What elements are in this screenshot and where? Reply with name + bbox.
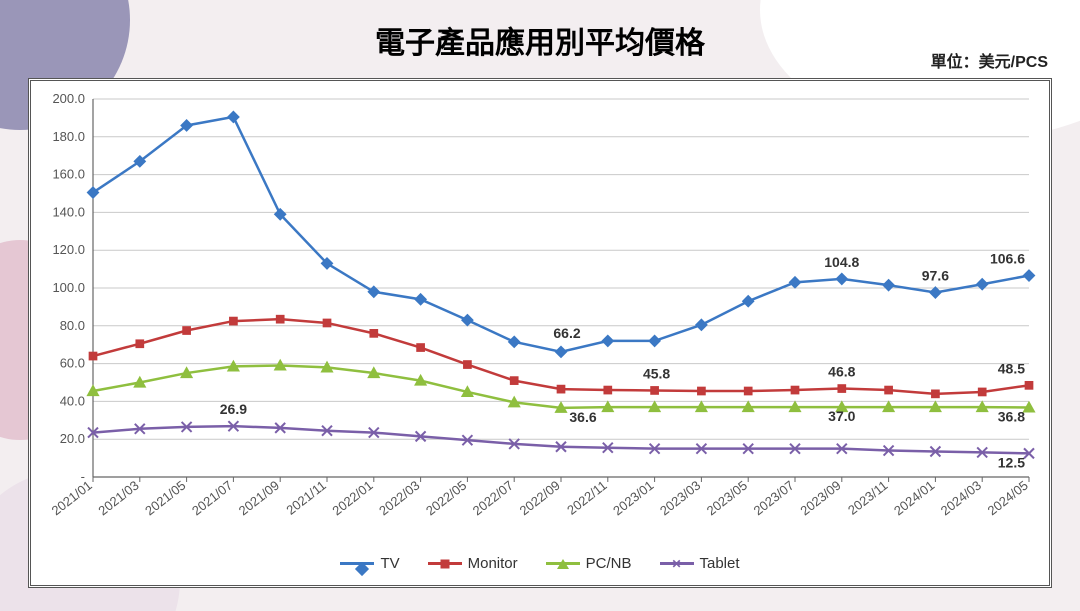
svg-text:80.0: 80.0 [60,318,85,333]
svg-text:200.0: 200.0 [52,91,85,106]
data-label: 106.6 [990,251,1025,267]
data-label: 104.8 [824,254,859,270]
x-tick-label: 2023/07 [751,478,797,519]
chart-legend: TV Monitor PC/NB ✕ Tablet [31,551,1049,580]
x-tick-label: 2023/11 [845,478,891,518]
legend-item-pc-nb: PC/NB [546,555,632,572]
legend-item-monitor: Monitor [428,555,518,572]
page: 電子產品應用別平均價格 單位：美元/PCS -20.040.060.080.01… [0,0,1080,611]
legend-swatch [546,562,580,565]
x-tick-label: 2022/09 [517,478,563,519]
legend-label: Tablet [700,555,740,572]
x-tick-label: 2023/03 [657,478,703,519]
x-tick-label: 2022/05 [423,478,469,519]
data-label: 66.2 [553,325,580,341]
legend-item-tv: TV [340,555,399,572]
x-tick-label: 2024/01 [891,478,937,519]
x-tick-label: 2021/05 [142,478,188,519]
svg-text:60.0: 60.0 [60,356,85,371]
legend-marker-icon [440,559,449,568]
data-label: 45.8 [643,365,670,381]
x-tick-label: 2022/01 [329,478,375,519]
data-label: 36.8 [998,408,1025,424]
legend-label: Monitor [468,555,518,572]
line-chart: -20.040.060.080.0100.0120.0140.0160.0180… [31,81,1049,551]
unit-label: 單位：美元/PCS [931,48,1048,72]
page-title: 電子產品應用別平均價格 [0,18,1080,62]
legend-label: TV [380,555,399,572]
legend-swatch [340,562,374,565]
x-tick-label: 2021/11 [283,478,329,518]
data-label: 48.5 [998,360,1025,376]
svg-text:100.0: 100.0 [52,280,85,295]
svg-text:140.0: 140.0 [52,204,85,219]
x-tick-label: 2022/11 [564,478,610,518]
legend-label: PC/NB [586,555,632,572]
x-tick-label: 2022/03 [376,478,422,519]
x-tick-label: 2021/01 [49,478,95,519]
legend-swatch: ✕ [660,562,694,565]
x-tick-label: 2023/09 [797,478,843,519]
svg-text:40.0: 40.0 [60,393,85,408]
x-tick-label: 2021/09 [236,478,282,519]
legend-marker-icon [557,559,569,569]
data-label: 97.6 [922,268,949,284]
svg-text:160.0: 160.0 [52,167,85,182]
x-tick-label: 2024/05 [985,478,1031,519]
legend-swatch [428,562,462,565]
legend-marker-icon [355,561,369,575]
x-tick-label: 2022/07 [470,478,516,519]
chart-frame: -20.040.060.080.0100.0120.0140.0160.0180… [28,78,1052,588]
legend-item-tablet: ✕ Tablet [660,555,740,572]
x-tick-label: 2023/01 [610,478,656,519]
data-label: 36.6 [569,409,596,425]
x-tick-label: 2021/07 [189,478,235,519]
x-tick-label: 2021/03 [95,478,141,519]
x-tick-label: 2024/03 [938,478,984,519]
svg-text:20.0: 20.0 [60,431,85,446]
data-label: 46.8 [828,364,855,380]
data-label: 37.0 [828,408,855,424]
svg-text:120.0: 120.0 [52,242,85,257]
data-label: 26.9 [220,401,247,417]
x-tick-label: 2023/05 [704,478,750,519]
legend-marker-icon: ✕ [671,557,681,571]
series-line-tv [93,117,1029,352]
data-label: 12.5 [998,454,1025,470]
svg-text:180.0: 180.0 [52,129,85,144]
